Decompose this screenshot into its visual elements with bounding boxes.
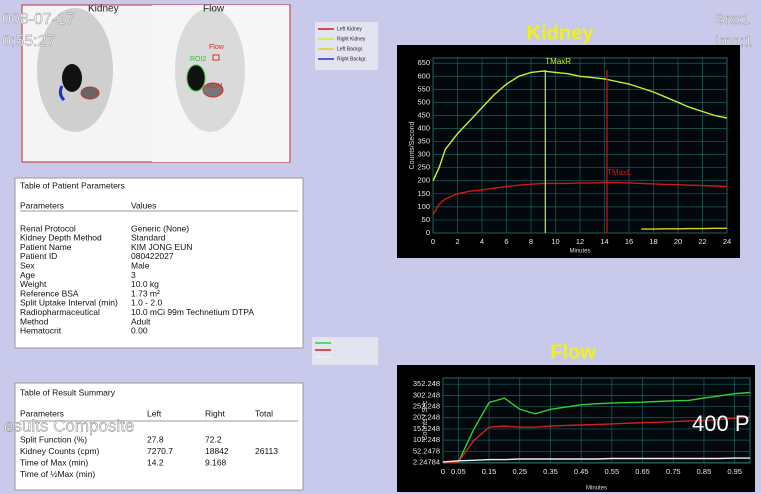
table-cell: 27.8: [147, 434, 164, 444]
table-header: Total: [255, 408, 273, 418]
legend-label: Right Kidney: [337, 36, 366, 42]
table-cell: Hematocrit: [20, 326, 62, 336]
y-tick-label: 50: [422, 215, 430, 224]
x-tick-label: 0.25: [512, 467, 527, 476]
image-label: Flow: [203, 4, 225, 15]
table-title: Table of Patient Parameters: [20, 180, 125, 190]
series-line: [641, 228, 727, 229]
y-tick-label: 400: [417, 124, 430, 133]
x-axis-label: Minutes: [569, 249, 590, 255]
x-tick-label: 22: [698, 237, 706, 246]
x-tick-label: 20: [674, 237, 682, 246]
marker-label: TMaxR: [545, 57, 571, 66]
x-tick-label: 2: [455, 237, 459, 246]
kidney-blob: [187, 65, 205, 91]
y-tick-label: 550: [417, 84, 430, 93]
x-tick-label: 0: [431, 237, 435, 246]
y-tick-label: 250: [417, 163, 430, 172]
legend-box: [312, 337, 378, 365]
roi-label: ROI1: [207, 83, 223, 90]
y-tick-label: 450: [417, 110, 430, 119]
table-cell: 9.168: [205, 457, 227, 467]
image-panel: Kidney Flow Flow ROI2 ROI1 008-07-17 0:5…: [2, 4, 290, 162]
x-tick-label: 0: [441, 467, 445, 476]
x-tick-label: 0.65: [635, 467, 650, 476]
table-cell: 26113: [255, 446, 278, 456]
legend-label: Left Kidney: [337, 26, 363, 32]
kidney-blob: [62, 64, 82, 92]
legend-label: Right Backgr.: [337, 56, 367, 62]
x-tick-label: 0.85: [697, 467, 712, 476]
table-cell: Split Function (%): [20, 434, 87, 444]
x-tick-label: 18: [649, 237, 657, 246]
table-header: Left: [147, 408, 162, 418]
table-cell: 14.2: [147, 457, 164, 467]
x-tick-label: 6: [504, 237, 508, 246]
x-tick-label: 24: [723, 237, 731, 246]
series-number: Srs:1: [715, 11, 750, 28]
y-tick-label: 500: [417, 97, 430, 106]
y-tick-label: 600: [417, 71, 430, 80]
table-title: Table of Result Summary: [20, 387, 116, 397]
table-header: Values: [131, 200, 156, 210]
table-cell: 7270.7: [147, 446, 173, 456]
image-label: Kidney: [88, 4, 119, 15]
header-date: 008-07-17: [2, 11, 75, 28]
y-tick-label: 300: [417, 150, 430, 159]
y-tick-label: 100: [417, 202, 430, 211]
chart-title: Kidney: [527, 22, 595, 44]
y-axis-label: Counts / Sec: [422, 400, 429, 441]
x-tick-label: 0.45: [574, 467, 589, 476]
y-axis-label: Counts/Second: [409, 121, 416, 169]
table-cell: Time of Max (min): [20, 457, 88, 467]
y-tick-label: 52.2478: [413, 446, 440, 455]
x-tick-label: 0.95: [727, 467, 742, 476]
roi-label: ROI2: [190, 56, 206, 63]
table-header: Parameters: [20, 200, 64, 210]
x-tick-label: 0.35: [543, 467, 558, 476]
chart-title: Flow: [550, 341, 596, 363]
x-tick-label: 16: [625, 237, 633, 246]
x-tick-label: 12: [576, 237, 584, 246]
roi-label: Flow: [209, 44, 225, 51]
kidney-blob: [81, 87, 99, 99]
x-tick-label: 0.05: [451, 467, 466, 476]
table-cell: Kidney Counts (cpm): [20, 446, 100, 456]
x-tick-label: 0.55: [605, 467, 620, 476]
legend-label: Left Backgr.: [337, 46, 363, 52]
x-tick-label: 4: [480, 237, 484, 246]
x-tick-label: 0.75: [666, 467, 681, 476]
y-tick-label: 0: [426, 228, 430, 237]
screen: Kidney Flow Flow ROI2 ROI1 008-07-17 0:5…: [0, 0, 761, 494]
table-cell: 18842: [205, 446, 229, 456]
overlay-text: esults Composite: [4, 416, 134, 435]
y-tick-label: 150: [417, 189, 430, 198]
y-tick-label: 200: [417, 176, 430, 185]
overlay-text: 400 P: [692, 411, 750, 436]
table-cell: Time of ½Max (min): [20, 469, 95, 479]
x-axis-label: Minutes: [586, 486, 607, 492]
x-tick-label: 8: [529, 237, 533, 246]
table-header: Right: [205, 408, 225, 418]
marker-label: TMaxL: [607, 168, 632, 177]
y-tick-label: 2.24784: [413, 457, 440, 466]
x-tick-label: 0.15: [482, 467, 497, 476]
y-tick-label: 350: [417, 137, 430, 146]
page: Kidney Flow Flow ROI2 ROI1 008-07-17 0:5…: [0, 0, 761, 494]
table-cell: 72.2: [205, 434, 222, 444]
x-tick-label: 10: [551, 237, 559, 246]
y-tick-label: 302.248: [413, 390, 440, 399]
y-tick-label: 352.248: [413, 379, 440, 388]
table-cell: 0.00: [131, 326, 148, 336]
y-tick-label: 650: [417, 58, 430, 67]
body-shadow: [175, 8, 245, 132]
x-tick-label: 14: [600, 237, 608, 246]
header-time: 0:55:27: [2, 33, 55, 50]
